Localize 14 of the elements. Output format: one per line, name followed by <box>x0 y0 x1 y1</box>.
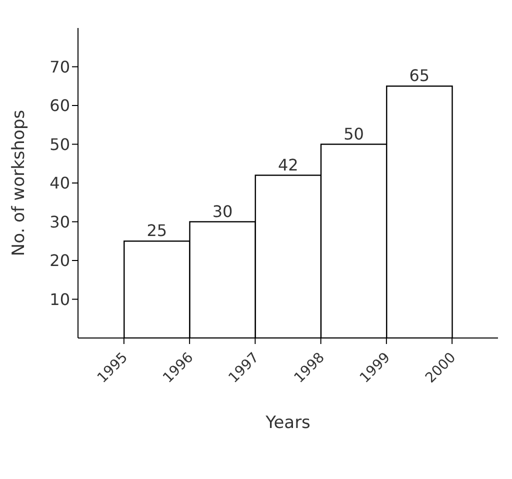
data-label: 25 <box>146 221 168 240</box>
y-tick-label: 10 <box>50 290 70 309</box>
y-tick-label: 40 <box>50 174 70 193</box>
y-tick-label: 30 <box>50 212 70 232</box>
data-label: 42 <box>278 155 298 174</box>
y-tick-label: 50 <box>50 134 70 154</box>
y-tick-label: 70 <box>50 57 70 76</box>
y-axis-title: No. of workshops <box>9 110 30 256</box>
y-tick-label: 60 <box>50 96 70 116</box>
y-tick-label: 20 <box>50 251 70 270</box>
data-label: 30 <box>212 202 233 221</box>
data-label: 50 <box>344 124 364 144</box>
data-label: 65 <box>409 66 430 86</box>
x-axis-title: Years <box>264 413 311 433</box>
